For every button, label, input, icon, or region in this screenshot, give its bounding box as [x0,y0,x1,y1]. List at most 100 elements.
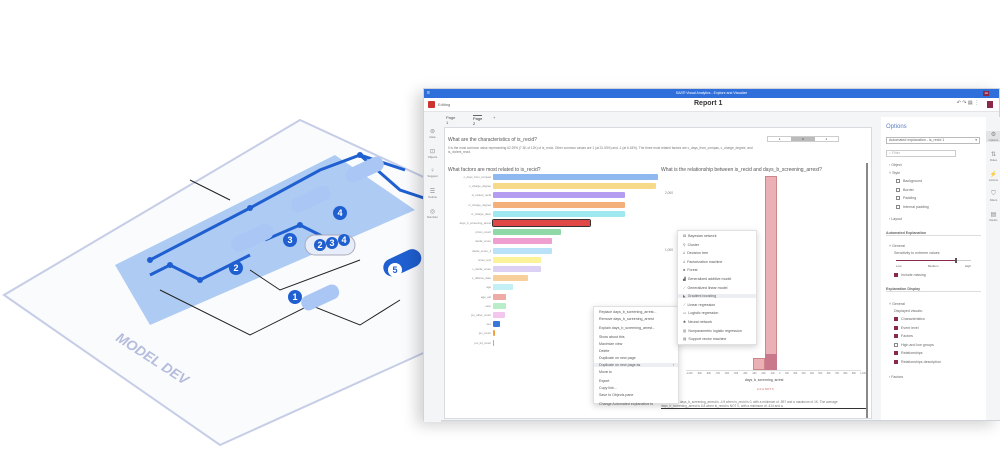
display-checkbox[interactable]: Relationships description [894,360,941,364]
factor-bar[interactable] [493,330,495,337]
context-menu-item[interactable]: Explain days_b_screening_arrest... [599,326,656,330]
user-avatar[interactable]: JH [983,91,989,96]
general-section[interactable]: ˅ General [889,244,905,248]
layout-section[interactable]: › Layout [889,217,902,221]
tab-page-1[interactable]: Page 1 [446,115,456,125]
checkbox[interactable] [896,196,900,201]
factor-bar[interactable] [493,238,553,245]
factor-bar[interactable] [493,201,625,208]
checkbox[interactable] [894,334,898,339]
rail-suggest[interactable]: ♀ Suggest [425,168,440,178]
checkbox[interactable] [894,325,898,330]
factor-bar[interactable] [493,192,625,199]
sensitivity-slider[interactable] [896,258,971,263]
rail-ranks[interactable]: ▤ Ranks [986,211,1000,222]
display-general-section[interactable]: ˅ General [889,302,905,306]
submenu-label: Decision tree [687,251,709,256]
context-menu-item[interactable]: Remove days_b_screening_arrest [599,317,654,321]
factor-bar[interactable] [493,210,625,217]
submenu-item[interactable]: ♣ Forest [683,268,698,272]
rail-outline[interactable]: ☰ Outline [425,188,440,199]
filter-input[interactable]: ⌕ Filter [886,150,956,157]
factor-bar[interactable] [493,312,505,318]
sensitivity-label: Sensitivity to extreme values [894,251,940,255]
rail-filters[interactable]: ⛉ Filters [986,191,1000,202]
rail-actions[interactable]: ⚡ Actions [986,171,1000,182]
context-menu-item[interactable]: Show about this [599,335,625,339]
rail-data[interactable]: ⊜ Data [425,128,440,139]
display-checkbox[interactable]: High and low groups [894,343,934,347]
context-menu-item[interactable]: Move to › [599,370,612,374]
submenu-item[interactable]: ✱ Neural network [683,320,712,324]
object-section[interactable]: › Object [889,163,902,167]
include-missing-checkbox[interactable]: Include missing [894,273,926,278]
factor-bar[interactable] [493,266,541,272]
display-checkbox[interactable]: Characteristics [894,317,925,322]
tab-page-2[interactable]: Page 2 [473,115,483,126]
factor-bar[interactable] [493,293,507,300]
save-icon[interactable] [987,101,993,108]
submenu-item[interactable]: ◣ Gradient boosting [678,294,756,299]
checkbox[interactable] [896,179,900,184]
checkbox[interactable] [894,342,898,347]
factor-bar[interactable] [493,183,657,190]
factor-bar[interactable] [493,321,500,328]
factor-bar[interactable] [493,284,513,291]
style-checkbox[interactable]: Internal padding [896,205,929,209]
checkbox[interactable] [894,351,898,356]
display-checkbox[interactable]: Event level [894,326,919,330]
submenu-item[interactable]: ⅄ Factorization machine [683,260,722,264]
checkbox[interactable] [896,204,900,209]
submenu-item[interactable]: ▭ Logistic regression [683,311,718,315]
characteristics-text: 0 is the most common value representing … [448,146,753,155]
toolbar-actions[interactable]: ↶ ↷ ▤ ⋮ [956,100,979,106]
submenu-item[interactable]: ⟋ Generalized linear model [683,286,727,290]
checkbox[interactable] [894,359,898,364]
factor-bar[interactable] [493,339,494,346]
rail-options[interactable]: ⚙ Options [986,131,1000,142]
edit-icon[interactable] [428,101,435,108]
rail-objects[interactable]: ⊡ Objects [425,148,440,159]
bar-label: juv_other_count [471,313,491,317]
context-menu-item[interactable]: Export › [599,379,610,383]
display-checkbox[interactable]: Relationships [894,351,923,356]
context-menu-item[interactable]: Change Automated explanation to › [599,402,654,406]
menu-icon[interactable]: ≡ [427,90,430,96]
factor-bar[interactable] [491,219,592,227]
submenu-item[interactable]: ▟ Generalized additive model [683,277,731,281]
context-menu-item[interactable]: Replace days_b_screening_arrest... [599,310,657,314]
context-menu-item[interactable]: Copy link... [599,386,617,390]
submenu-item[interactable]: ⚄ Bayesian network [683,234,717,238]
scrollbar[interactable] [866,163,868,418]
rail-roles[interactable]: ⇅ Roles [986,151,1000,162]
model-icon: ▧ [683,337,687,342]
factors-section[interactable]: › Factors [889,375,904,379]
submenu-item[interactable]: ⅄ Decision tree [683,251,708,255]
style-checkbox[interactable]: Background [896,179,922,184]
factor-bar[interactable] [493,302,507,309]
context-menu-item[interactable]: Duplicate on new page [599,356,636,360]
context-menu-item[interactable]: Delete [599,349,610,353]
submenu-item[interactable]: ⟋ Linear regression [683,303,715,307]
add-page-button[interactable]: + [493,115,496,120]
factor-bar[interactable] [493,256,541,263]
rail-nav[interactable]: ◎ Nav/Jam [426,209,439,219]
factor-bar[interactable] [493,275,528,282]
context-menu-item[interactable]: Save to Objects pane [599,393,634,397]
submenu-item[interactable]: ▥ Nonparametric logistic regression [683,329,742,333]
factor-bar[interactable] [493,229,561,236]
factor-bar[interactable] [493,174,658,180]
display-checkbox[interactable]: Factors [894,334,913,339]
factor-bar[interactable] [493,247,553,254]
context-menu-item[interactable]: Maximize view [599,342,623,346]
submenu-item[interactable]: ⚲ Cluster [683,243,699,247]
style-checkbox[interactable]: Padding [896,196,916,201]
style-checkbox[interactable]: Border [896,188,914,192]
checkbox[interactable] [894,317,898,322]
checkbox[interactable] [896,187,900,192]
object-selector[interactable]: Automated explanation - is_recid 1 ▾ [886,137,980,144]
context-menu-item[interactable]: Duplicate on new page as › [594,363,678,367]
style-section[interactable]: ˅ Style [889,171,901,175]
submenu-item[interactable]: ▧ Support vector machine [683,337,726,341]
